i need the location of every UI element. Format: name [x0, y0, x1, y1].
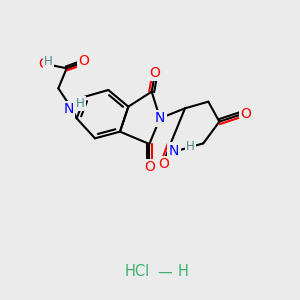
Text: N: N — [155, 111, 165, 125]
Text: O: O — [158, 157, 169, 171]
Text: H: H — [76, 97, 84, 110]
Text: O: O — [38, 57, 49, 71]
Text: O: O — [144, 160, 155, 174]
Text: O: O — [240, 107, 251, 121]
Text: N: N — [169, 144, 179, 158]
Text: HCl: HCl — [125, 265, 150, 280]
Text: H: H — [44, 55, 53, 68]
Text: H: H — [186, 140, 195, 152]
Text: O: O — [150, 66, 160, 80]
Text: —: — — [158, 265, 172, 280]
Text: H: H — [178, 265, 189, 280]
Text: O: O — [79, 54, 89, 68]
Text: N: N — [63, 102, 74, 116]
